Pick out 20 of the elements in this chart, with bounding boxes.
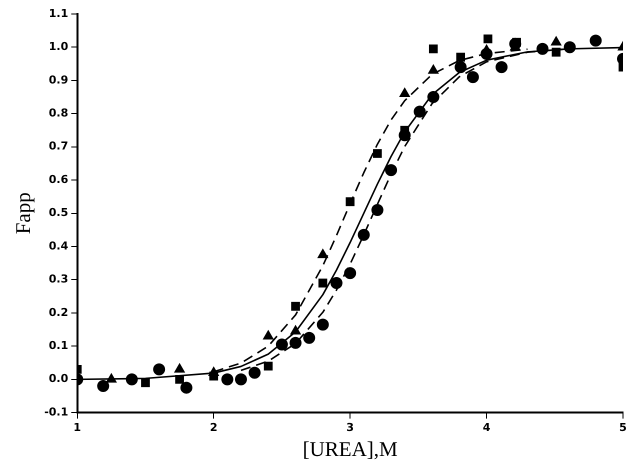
x-tick-label: 4 [482,421,491,434]
y-tick-label: 0.9 [48,73,68,86]
x-tick-label: 1 [73,421,82,434]
x-tick-label: 2 [210,421,218,434]
x-tick-label: 5 [619,421,627,434]
y-tick-label: 0.0 [48,372,69,386]
y-tick-label: 1.0 [48,40,69,54]
y-tick-label: 0.4 [48,239,69,252]
y-tick-label: 0.6 [48,172,69,186]
y-tick-label: 0.8 [48,106,68,120]
y-tick-label: 0.1 [48,339,68,352]
y-tick-label: 1.1 [48,6,68,20]
x-axis-title: [UREA],M [302,436,398,461]
x-tick-label: 3 [346,421,354,434]
y-axis-title: Fapp [11,192,36,234]
y-tick-label: 0.2 [48,306,68,319]
y-tick-label: 0.7 [48,140,68,153]
y-tick-label: 0.5 [48,206,68,220]
y-tick-label: 0.3 [48,272,68,286]
y-tick-label: -0.1 [44,405,68,418]
